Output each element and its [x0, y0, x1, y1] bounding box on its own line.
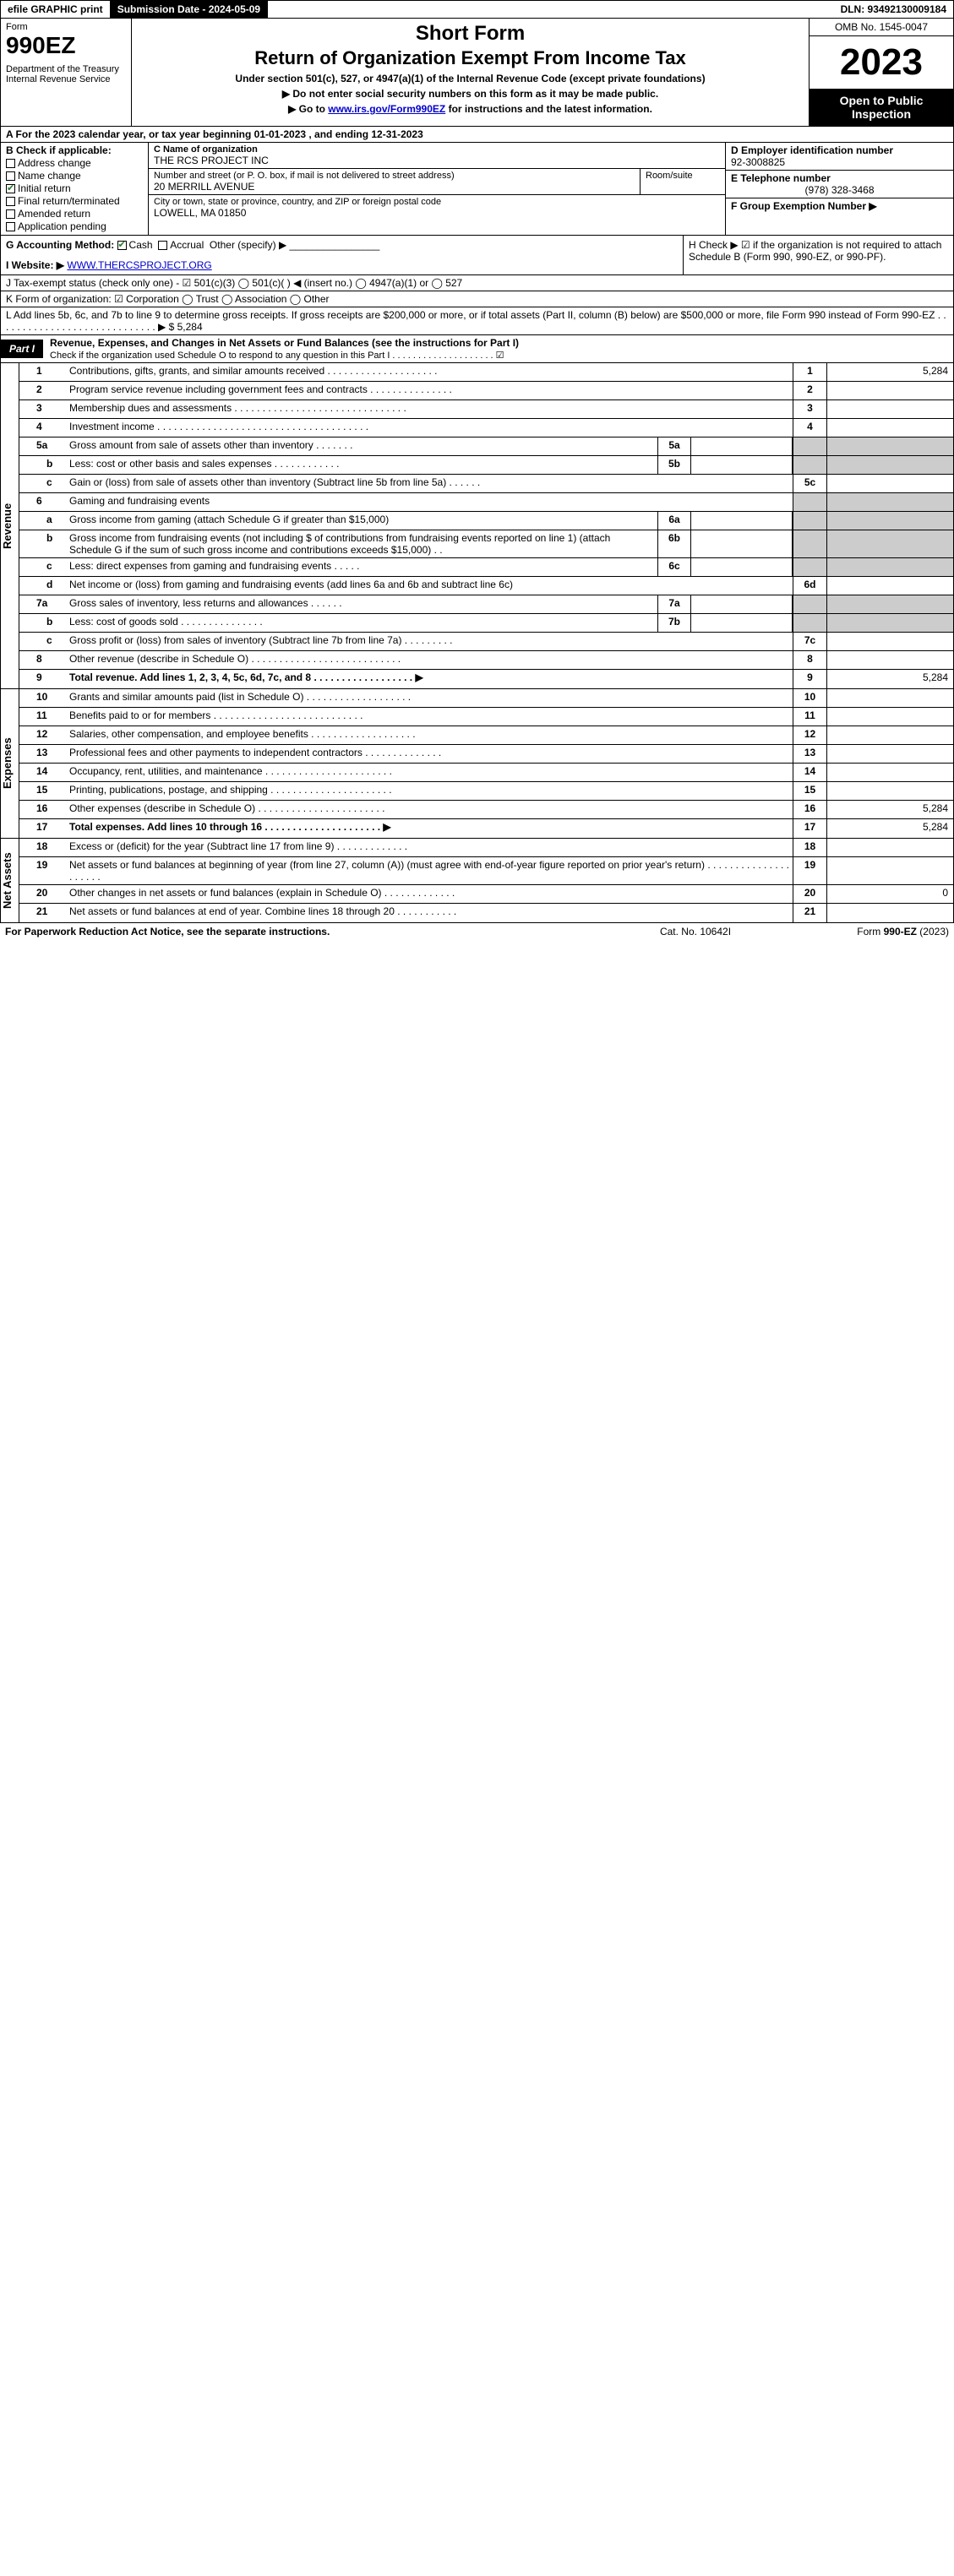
val-20: 0	[826, 885, 953, 903]
main-title: Return of Organization Exempt From Incom…	[137, 47, 804, 69]
revenue-side-label: Revenue	[1, 363, 14, 688]
subtitle: Under section 501(c), 527, or 4947(a)(1)…	[137, 73, 804, 84]
val-3	[826, 400, 953, 418]
irs-link[interactable]: www.irs.gov/Form990EZ	[328, 103, 445, 115]
department: Department of the Treasury Internal Reve…	[6, 64, 126, 84]
val-11	[826, 708, 953, 726]
line-g: G Accounting Method: Cash Accrual Other …	[6, 239, 678, 251]
ein-value: 92-3008825	[731, 156, 948, 168]
address-label: Number and street (or P. O. box, if mail…	[154, 171, 635, 181]
form-label: Form	[6, 22, 126, 32]
line-i: I Website: ▶ WWW.THERCSPROJECT.ORG	[6, 259, 678, 271]
val-18	[826, 839, 953, 856]
part-i-sub: Check if the organization used Schedule …	[50, 351, 504, 361]
tax-year: 2023	[810, 36, 953, 89]
section-b: B Check if applicable: Address change Na…	[1, 143, 149, 235]
block-g-h: G Accounting Method: Cash Accrual Other …	[0, 236, 954, 275]
val-10	[826, 689, 953, 707]
val-14	[826, 764, 953, 781]
dln: DLN: 93492130009184	[834, 1, 953, 18]
open-to-public: Open to Public Inspection	[810, 89, 953, 126]
chk-accrual[interactable]	[158, 241, 167, 250]
form-code: 990EZ	[6, 32, 126, 59]
val-9: 5,284	[826, 670, 953, 688]
val-13	[826, 745, 953, 763]
val-2	[826, 382, 953, 399]
omb-number: OMB No. 1545-0047	[810, 19, 953, 36]
chk-address-change[interactable]: Address change	[6, 157, 143, 169]
chk-initial-return[interactable]: Initial return	[6, 182, 143, 194]
expenses-side-label: Expenses	[1, 689, 14, 838]
ssn-warning: ▶ Do not enter social security numbers o…	[137, 88, 804, 100]
val-16: 5,284	[826, 801, 953, 818]
submission-date: Submission Date - 2024-05-09	[111, 1, 268, 18]
city: LOWELL, MA 01850	[154, 207, 720, 219]
top-bar: efile GRAPHIC print Submission Date - 20…	[0, 0, 954, 19]
form-ref: Form 990-EZ (2023)	[780, 926, 949, 937]
chk-application-pending[interactable]: Application pending	[6, 220, 143, 232]
goto-line: ▶ Go to www.irs.gov/Form990EZ for instru…	[137, 103, 804, 115]
line-a: A For the 2023 calendar year, or tax yea…	[0, 127, 954, 143]
section-d-e-f: D Employer identification number 92-3008…	[725, 143, 953, 235]
val-7c	[826, 633, 953, 650]
revenue-section: Revenue 1Contributions, gifts, grants, a…	[0, 363, 954, 689]
efile-print[interactable]: efile GRAPHIC print	[1, 1, 111, 18]
org-name-label: C Name of organization	[154, 144, 720, 155]
line-h: H Check ▶ ☑ if the organization is not r…	[683, 236, 953, 274]
part-i-title: Revenue, Expenses, and Changes in Net As…	[50, 337, 519, 349]
val-8	[826, 651, 953, 669]
val-6d	[826, 577, 953, 595]
phone-value: (978) 328-3468	[731, 184, 948, 196]
part-i-header: Part I Revenue, Expenses, and Changes in…	[0, 335, 954, 363]
part-i-label: Part I	[1, 340, 43, 358]
netassets-side-label: Net Assets	[1, 839, 14, 922]
phone-label: E Telephone number	[731, 172, 948, 184]
ein-label: D Employer identification number	[731, 144, 948, 156]
block-b-through-f: B Check if applicable: Address change Na…	[0, 143, 954, 236]
address: 20 MERRILL AVENUE	[154, 181, 635, 193]
expenses-section: Expenses 10Grants and similar amounts pa…	[0, 689, 954, 839]
val-12	[826, 726, 953, 744]
website-link[interactable]: WWW.THERCSPROJECT.ORG	[67, 259, 211, 271]
line-j: J Tax-exempt status (check only one) - ☑…	[0, 275, 954, 291]
b-heading: B Check if applicable:	[6, 144, 143, 156]
catalog-number: Cat. No. 10642I	[611, 926, 780, 937]
line-l: L Add lines 5b, 6c, and 7b to line 9 to …	[0, 307, 954, 335]
val-15	[826, 782, 953, 800]
page-footer: For Paperwork Reduction Act Notice, see …	[0, 923, 954, 940]
netassets-section: Net Assets 18Excess or (deficit) for the…	[0, 839, 954, 923]
form-header: Form 990EZ Department of the Treasury In…	[0, 19, 954, 127]
val-17: 5,284	[826, 819, 953, 838]
short-form-title: Short Form	[137, 22, 804, 46]
val-1: 5,284	[826, 363, 953, 381]
chk-name-change[interactable]: Name change	[6, 170, 143, 182]
paperwork-notice: For Paperwork Reduction Act Notice, see …	[5, 926, 611, 937]
city-label: City or town, state or province, country…	[154, 197, 720, 207]
val-5c	[826, 475, 953, 492]
line-k: K Form of organization: ☑ Corporation ◯ …	[0, 291, 954, 307]
val-21	[826, 904, 953, 922]
chk-cash[interactable]	[117, 241, 127, 250]
group-exemption-label: F Group Exemption Number ▶	[731, 200, 948, 212]
org-name: THE RCS PROJECT INC	[154, 155, 720, 166]
val-19	[826, 857, 953, 884]
val-4	[826, 419, 953, 437]
chk-amended-return[interactable]: Amended return	[6, 208, 143, 220]
chk-final-return[interactable]: Final return/terminated	[6, 195, 143, 207]
section-c: C Name of organization THE RCS PROJECT I…	[149, 143, 725, 235]
room-label: Room/suite	[646, 171, 720, 181]
